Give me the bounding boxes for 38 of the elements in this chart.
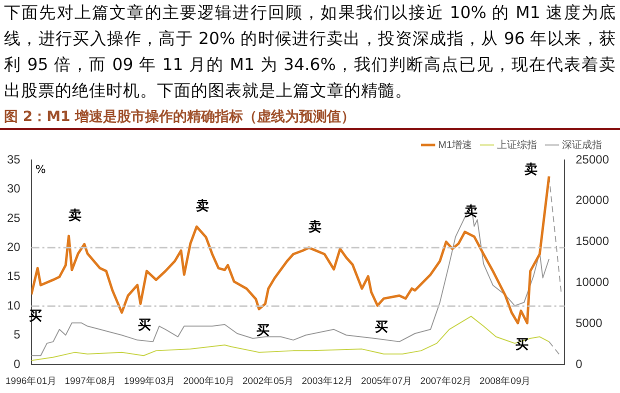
x-tick-label: 2005年07月 (361, 374, 413, 387)
y-tick-label: 10 (6, 298, 21, 312)
annotation: 卖 (196, 199, 210, 214)
y-tick-label: 30 (6, 182, 21, 196)
y-tick-label: 20 (6, 240, 21, 254)
x-tick-label: 2002年05月 (242, 374, 294, 387)
y-tick-label: 35 (6, 152, 21, 166)
y-axis-title: % (35, 162, 46, 176)
y2-tick-label: 0 (576, 356, 583, 371)
legend-label: 深证成指 (562, 138, 602, 151)
x-tick-label: 1997年08月 (64, 374, 116, 387)
annotation: 卖 (524, 162, 538, 178)
x-tick-label: 2003年12月 (302, 374, 354, 387)
y-tick-label: 15 (6, 269, 21, 284)
y2-tick-label: 15000 (576, 234, 610, 248)
x-tick-label: 2007年02月 (420, 374, 472, 387)
annotation: 买 (515, 337, 528, 352)
x-tick-label: 1996年01月 (5, 374, 58, 387)
y-tick-label: 5 (14, 328, 21, 342)
annotation: 卖 (308, 220, 322, 236)
y2-tick-label: 20000 (576, 193, 610, 208)
y2-tick-label: 5000 (576, 316, 603, 330)
y2-tick-label: 25000 (576, 152, 610, 166)
annotation: 买 (138, 318, 151, 334)
x-tick-label: 2000年10月 (183, 374, 235, 387)
annotation: 买 (375, 320, 388, 335)
y2-tick-label: 10000 (576, 275, 610, 290)
annotation: 卖 (464, 204, 478, 220)
annotation: 买 (256, 323, 270, 338)
legend-label: M1增速 (438, 138, 472, 151)
y-tick-label: 0 (14, 356, 21, 371)
x-tick-label: 1999年03月 (124, 374, 176, 387)
annotation: 卖 (68, 208, 82, 224)
text: 下面先对上篇文章的主要逻辑进行回顾，如果我们以接近 10% 的 M1 速度为底线，进行买入操作，高于 20% 的时候进行卖出，投资深成指，从 96 年以来，获利 95 倍，而 09 年 11 月的 M1 为 34.6%，我们判断高点已见，现在代表着卖出股票的绝佳时机。下面的图表就是上篇文章的精髓。 (3, 2, 617, 102)
x-tick-label: 2008年09月 (480, 374, 532, 387)
chart-title: 图 2：M1 增速是股市操作的精确指标（虚线为预测值） (0, 106, 620, 130)
y-tick-label: 25 (6, 210, 21, 225)
legend-label: 上证综指 (497, 138, 537, 151)
